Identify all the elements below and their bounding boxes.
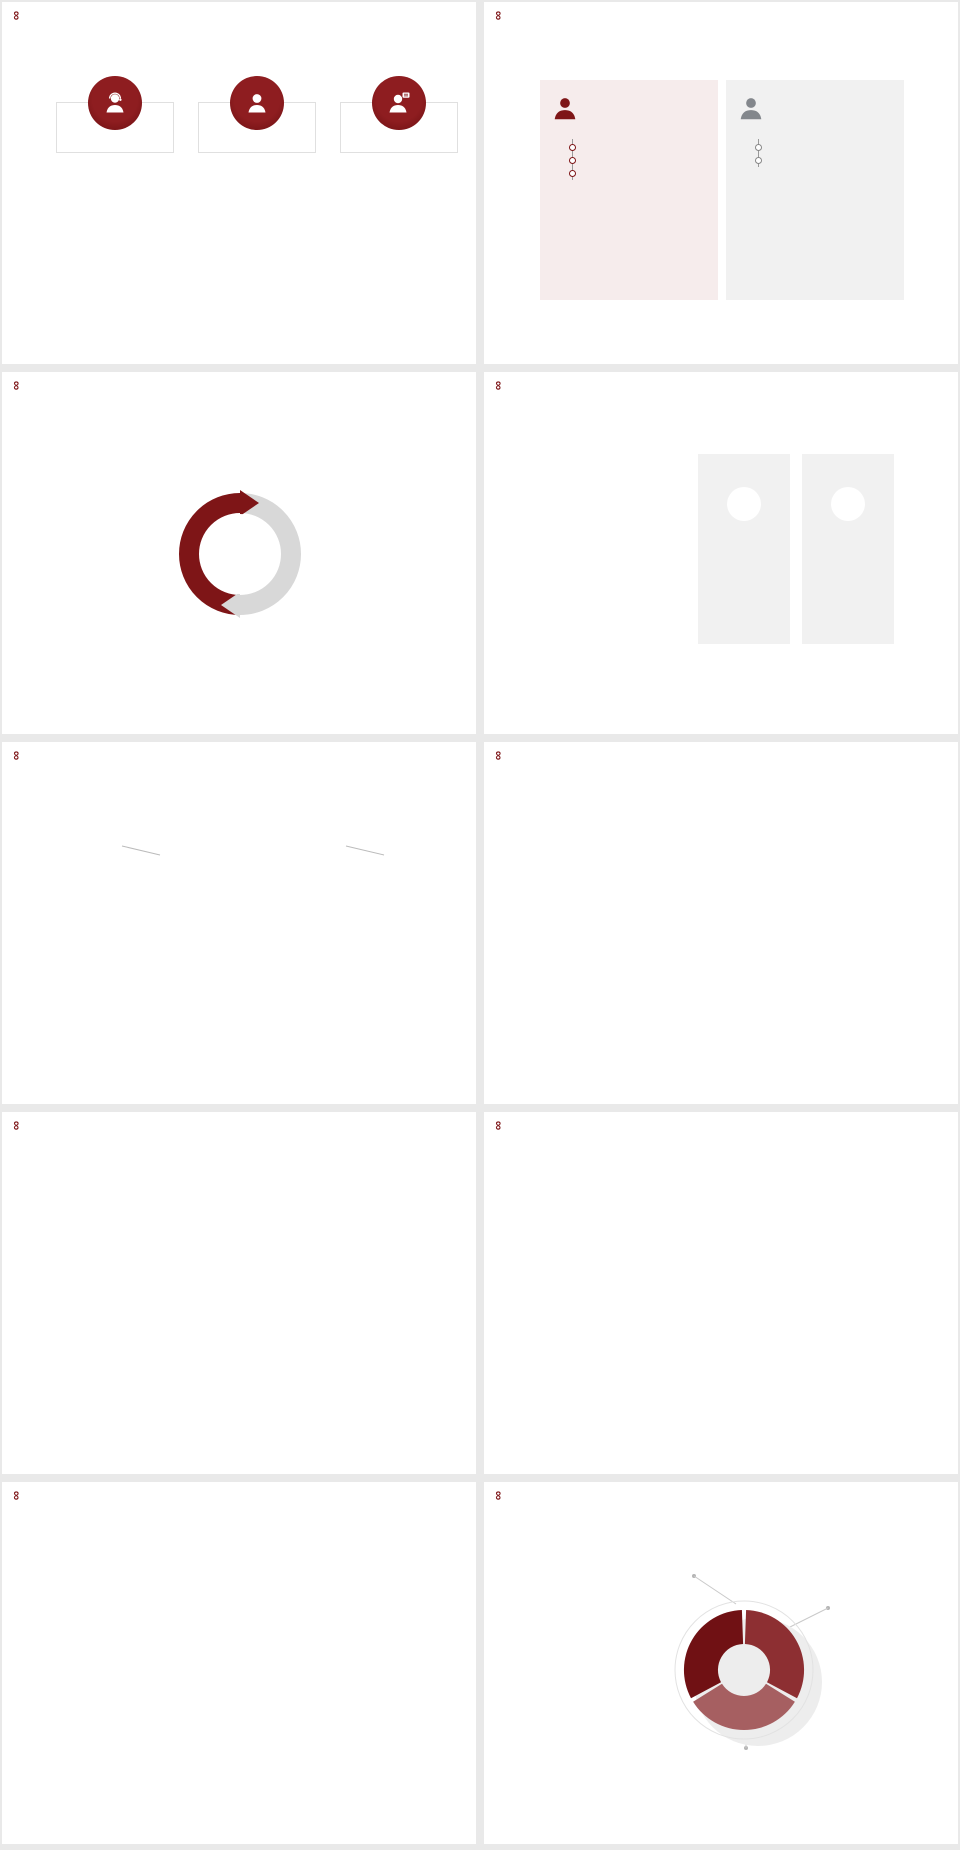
text-block-right [298, 504, 426, 508]
brand-logo-icon: ∞ [9, 380, 25, 391]
donut-chart-88 [716, 476, 772, 532]
radar-chart [215, 1542, 465, 1817]
callout-block [540, 1566, 690, 1570]
text-block [58, 1582, 196, 1586]
stat-card [802, 454, 894, 644]
conclusion [58, 268, 430, 274]
brand-logo-icon: ∞ [491, 1120, 507, 1131]
slide-57-thumbnail[interactable]: ∞ [484, 742, 958, 1104]
text-block [50, 1208, 174, 1212]
person-icon [738, 96, 764, 127]
timeline-item [754, 156, 904, 167]
donut-chart-28 [370, 838, 454, 922]
person-icon [552, 96, 578, 127]
timeline [754, 139, 904, 167]
comparison-panel-left [540, 80, 718, 300]
slide-56-thumbnail[interactable]: ∞ [2, 742, 476, 1104]
callout-block [656, 1750, 844, 1754]
timeline-item [568, 169, 718, 180]
text-block [302, 964, 458, 968]
timeline [568, 139, 718, 180]
text-block [534, 568, 686, 572]
callout-lines [121, 845, 385, 856]
brand-logo-icon: ∞ [9, 1120, 25, 1131]
text-block [60, 964, 236, 968]
feature-card [340, 76, 458, 153]
timeline-node-icon [568, 144, 576, 151]
slide-52-thumbnail[interactable]: ∞ [2, 2, 476, 364]
segmented-circle-diagram [664, 1590, 824, 1750]
slide-53-thumbnail[interactable]: ∞ [484, 2, 958, 364]
stat-card [698, 454, 790, 644]
legend-swatch-item2 [406, 1535, 412, 1541]
text-block [784, 1170, 942, 1174]
feature-card [198, 76, 316, 153]
text-block-left [52, 504, 180, 508]
brand-logo-icon: ∞ [9, 750, 25, 761]
feature-cards [56, 76, 458, 153]
timeline-item [568, 143, 718, 154]
timeline-item [754, 143, 904, 154]
text-block [534, 464, 686, 468]
slide-55-thumbnail[interactable]: ∞ [484, 372, 958, 734]
comparison-panel-right [726, 80, 904, 300]
text-block [50, 1306, 174, 1310]
brand-logo-icon: ∞ [9, 10, 25, 21]
slide-58-thumbnail[interactable]: ∞ [2, 1112, 476, 1474]
person-chat-icon [372, 76, 426, 130]
brand-logo-icon: ∞ [9, 1490, 25, 1501]
callout-block [832, 1596, 944, 1600]
timeline-node-icon [754, 144, 762, 151]
timeline-node-icon [754, 157, 762, 164]
text-block [816, 844, 934, 848]
line-chart [540, 826, 790, 974]
timeline-item [568, 156, 718, 167]
slide-54-thumbnail[interactable]: ∞ [2, 372, 476, 734]
text-block [602, 1170, 760, 1174]
legend-swatch-item1 [406, 1526, 412, 1532]
brand-logo-icon: ∞ [491, 1490, 507, 1501]
circular-arrows-diagram [174, 488, 306, 620]
text-block [58, 1680, 196, 1684]
bar-chart [184, 1186, 454, 1409]
brand-logo-icon: ∞ [491, 380, 507, 391]
timeline-node-icon [568, 157, 576, 164]
feature-card [56, 76, 174, 153]
brand-logo-icon: ∞ [491, 10, 507, 21]
support-agent-icon [88, 76, 142, 130]
timeline-node-icon [568, 170, 576, 177]
slide-60-thumbnail[interactable]: ∞ [2, 1482, 476, 1844]
brand-logo-icon: ∞ [491, 750, 507, 761]
slide-59-thumbnail[interactable]: ∞ [484, 1112, 958, 1474]
donut-chart-18 [145, 838, 229, 922]
donut-chart-68 [820, 476, 876, 532]
area-chart [520, 1220, 944, 1425]
slide-61-thumbnail[interactable]: ∞ [484, 1482, 958, 1844]
person-icon [230, 76, 284, 130]
